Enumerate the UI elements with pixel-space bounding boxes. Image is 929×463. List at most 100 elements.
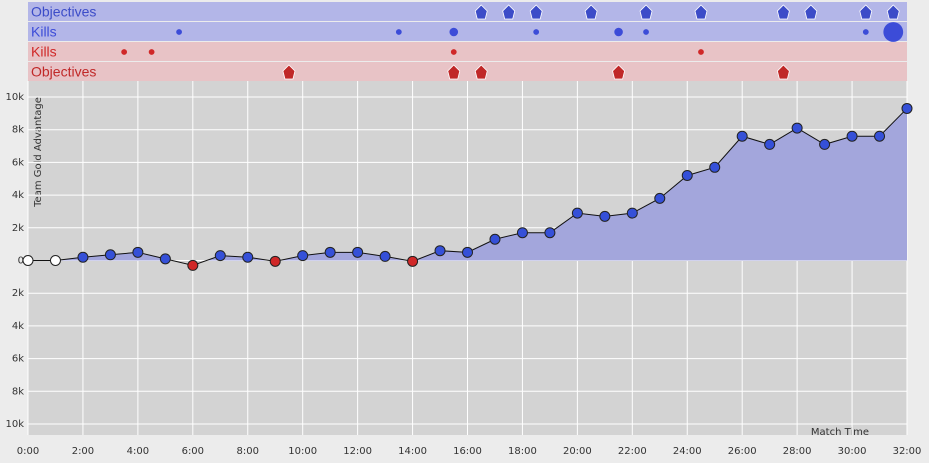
x-tick-label: 30:00	[838, 446, 867, 457]
y-tick-label: 8k	[12, 125, 24, 136]
point	[791, 122, 803, 134]
point	[324, 246, 336, 258]
x-tick-label: 10:00	[288, 446, 317, 457]
lane	[28, 22, 907, 41]
x-tick-label: 8:00	[237, 446, 259, 457]
y-tick-label: 2k	[12, 288, 24, 299]
objective-icon	[474, 4, 488, 20]
objective-icon	[804, 4, 818, 20]
lane-label: Objectives	[31, 4, 96, 20]
y-tick-label: 2k	[12, 223, 24, 234]
kill-marker	[862, 29, 869, 35]
x-tick-label: 22:00	[618, 446, 647, 457]
point	[242, 251, 254, 263]
lane	[28, 42, 907, 61]
point	[49, 255, 61, 266]
y-tick-label: 6k	[12, 354, 24, 365]
lane-label: Kills	[31, 24, 57, 40]
kill-marker	[698, 49, 704, 55]
objective-icon	[694, 4, 708, 20]
kill-marker	[395, 29, 402, 35]
kill-marker	[176, 29, 182, 35]
y-tick-label: 4k	[12, 321, 24, 332]
lane	[28, 62, 907, 81]
point	[104, 249, 116, 261]
kill-marker	[450, 49, 457, 55]
lane	[28, 2, 907, 21]
y-tick-label: 10k	[5, 92, 24, 103]
y-tick-label: 10k	[5, 419, 24, 430]
x-tick-label: 18:00	[508, 446, 537, 457]
point	[187, 259, 199, 271]
objective-icon	[502, 4, 516, 20]
x-tick-label: 14:00	[398, 446, 427, 457]
point	[571, 207, 583, 219]
point	[681, 169, 693, 181]
objective-icon	[886, 4, 900, 20]
point	[159, 253, 171, 265]
kill-marker	[121, 49, 128, 55]
point	[434, 245, 446, 257]
point	[819, 138, 831, 150]
point	[379, 250, 391, 262]
point	[599, 210, 611, 222]
y-tick-label: 4k	[12, 190, 24, 201]
point	[132, 246, 144, 258]
y-tick-label: 0	[18, 256, 24, 267]
kill-marker	[148, 49, 155, 55]
kill-marker	[614, 27, 623, 37]
kill-marker	[449, 27, 459, 37]
objective-icon	[639, 4, 653, 20]
point	[764, 138, 776, 150]
point	[214, 250, 226, 262]
point	[352, 246, 364, 258]
x-axis-label: Match Time	[811, 427, 869, 438]
point	[626, 207, 638, 219]
point	[462, 246, 473, 258]
x-tick-label: 16:00	[453, 446, 482, 457]
y-tick-label: 6k	[12, 157, 24, 168]
objective-icon	[859, 4, 873, 20]
objective-icon	[529, 4, 543, 20]
point	[269, 255, 281, 267]
objective-icon	[776, 4, 790, 20]
point	[22, 255, 34, 266]
objective-icon	[612, 64, 626, 80]
objective-icon	[584, 4, 598, 20]
kill-marker	[643, 29, 649, 35]
lane-label: Kills	[31, 44, 57, 60]
kill-marker	[533, 29, 540, 35]
point	[709, 161, 721, 173]
point	[544, 227, 556, 239]
point	[901, 102, 913, 114]
point	[846, 130, 858, 142]
objective-icon	[776, 64, 790, 80]
y-axis-label: Team Gold Advantage	[33, 97, 44, 208]
x-tick-label: 28:00	[783, 446, 812, 457]
point	[297, 250, 309, 262]
area	[28, 108, 907, 261]
point	[77, 251, 89, 263]
point	[654, 192, 666, 204]
x-tick-label: 12:00	[343, 446, 372, 457]
x-tick-label: 20:00	[563, 446, 592, 457]
point	[874, 130, 886, 142]
y-tick-label: 8k	[12, 386, 24, 397]
kill-marker	[883, 22, 904, 42]
x-tick-label: 2:00	[72, 446, 94, 457]
lane-label: Objectives	[31, 64, 96, 80]
x-tick-label: 26:00	[728, 446, 757, 457]
objective-icon	[282, 64, 296, 80]
x-tick-label: 6:00	[182, 446, 204, 457]
point	[489, 233, 501, 245]
x-tick-label: 24:00	[673, 446, 702, 457]
objective-icon	[474, 64, 488, 80]
point	[407, 255, 419, 267]
point	[516, 227, 528, 239]
point	[736, 130, 748, 142]
x-tick-label: 4:00	[127, 446, 149, 457]
objective-icon	[447, 64, 461, 80]
x-tick-label: 0:00	[17, 446, 39, 457]
x-tick-label: 32:00	[893, 446, 922, 457]
